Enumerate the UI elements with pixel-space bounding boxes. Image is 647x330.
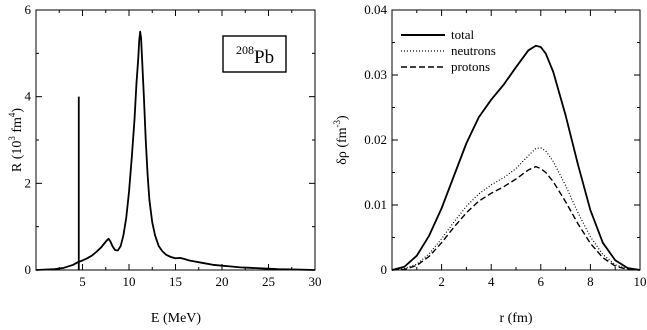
left-x-axis-label: E (MeV) [151, 311, 201, 326]
right-series-neutrons-line [391, 147, 641, 271]
left-x-tick-label: 15 [169, 274, 182, 289]
left-x-tick-label: 5 [79, 274, 86, 289]
left-x-tick-label: 30 [309, 274, 322, 289]
right-x-tick-label: 2 [438, 274, 445, 289]
right-ylabel-end: ) [335, 115, 350, 120]
legend-label-neutrons: neutrons [451, 43, 496, 58]
nucleus-label: 208Pb [236, 43, 274, 68]
right-chart-panel: 2 4 6 8 10 0 0.01 0.02 0.03 0.04 total neutrons p… [332, 2, 647, 326]
right-plot-frame [391, 9, 641, 271]
left-y-tick-label: 4 [25, 89, 32, 104]
left-x-tick-label: 10 [123, 274, 136, 289]
nucleus-mass-number: 208 [236, 43, 254, 57]
right-series-total-line [391, 44, 641, 271]
right-y-tick-label: 0 [381, 262, 388, 277]
left-ylabel-exp2: 4 [7, 112, 17, 117]
right-x-tick-label: 4 [488, 274, 495, 289]
right-ylabel-exp: -3 [332, 119, 342, 127]
left-y-tick-label: 2 [25, 175, 32, 190]
nucleus-symbol: Pb [254, 47, 274, 68]
legend: total neutrons protons [401, 27, 496, 74]
right-x-tick-label: 10 [634, 274, 647, 289]
left-y-axis-label: R (103 fm4) [7, 108, 25, 173]
right-ylabel-main: δρ (fm [335, 127, 350, 164]
right-y-tick-label: 0.01 [364, 197, 387, 212]
left-series-curve-line [35, 30, 316, 271]
left-x-tick-label: 20 [216, 274, 229, 289]
left-series [35, 30, 316, 271]
left-ylabel-main: R (10 [10, 141, 25, 173]
right-series-protons-line [391, 165, 641, 271]
legend-label-protons: protons [451, 59, 490, 74]
right-x-axis-label: r (fm) [499, 311, 532, 326]
left-x-tick-label: 25 [262, 274, 275, 289]
left-y-tick-label: 0 [25, 262, 32, 277]
legend-label-total: total [451, 27, 474, 42]
left-y-tick-label: 6 [25, 2, 32, 17]
left-ylabel-mid: fm [10, 117, 25, 136]
right-y-axis-label: δρ (fm-3) [332, 115, 350, 165]
left-chart-panel: 5 10 15 20 25 30 0 2 4 6 208Pb E (MeV) R (103 fm4… [7, 2, 322, 326]
left-ylabel-exp: 3 [7, 136, 17, 141]
right-y-tick-label: 0.04 [364, 2, 387, 17]
right-ticks: 2 4 6 8 10 0 0.01 0.02 0.03 0.04 [364, 2, 646, 289]
left-ylabel-end: ) [10, 108, 25, 113]
right-series [391, 44, 641, 271]
right-x-tick-label: 6 [538, 274, 545, 289]
right-y-tick-label: 0.02 [364, 132, 387, 147]
right-y-tick-label: 0.03 [364, 67, 387, 82]
right-x-tick-label: 8 [587, 274, 594, 289]
nucleus-label-box [222, 35, 287, 73]
